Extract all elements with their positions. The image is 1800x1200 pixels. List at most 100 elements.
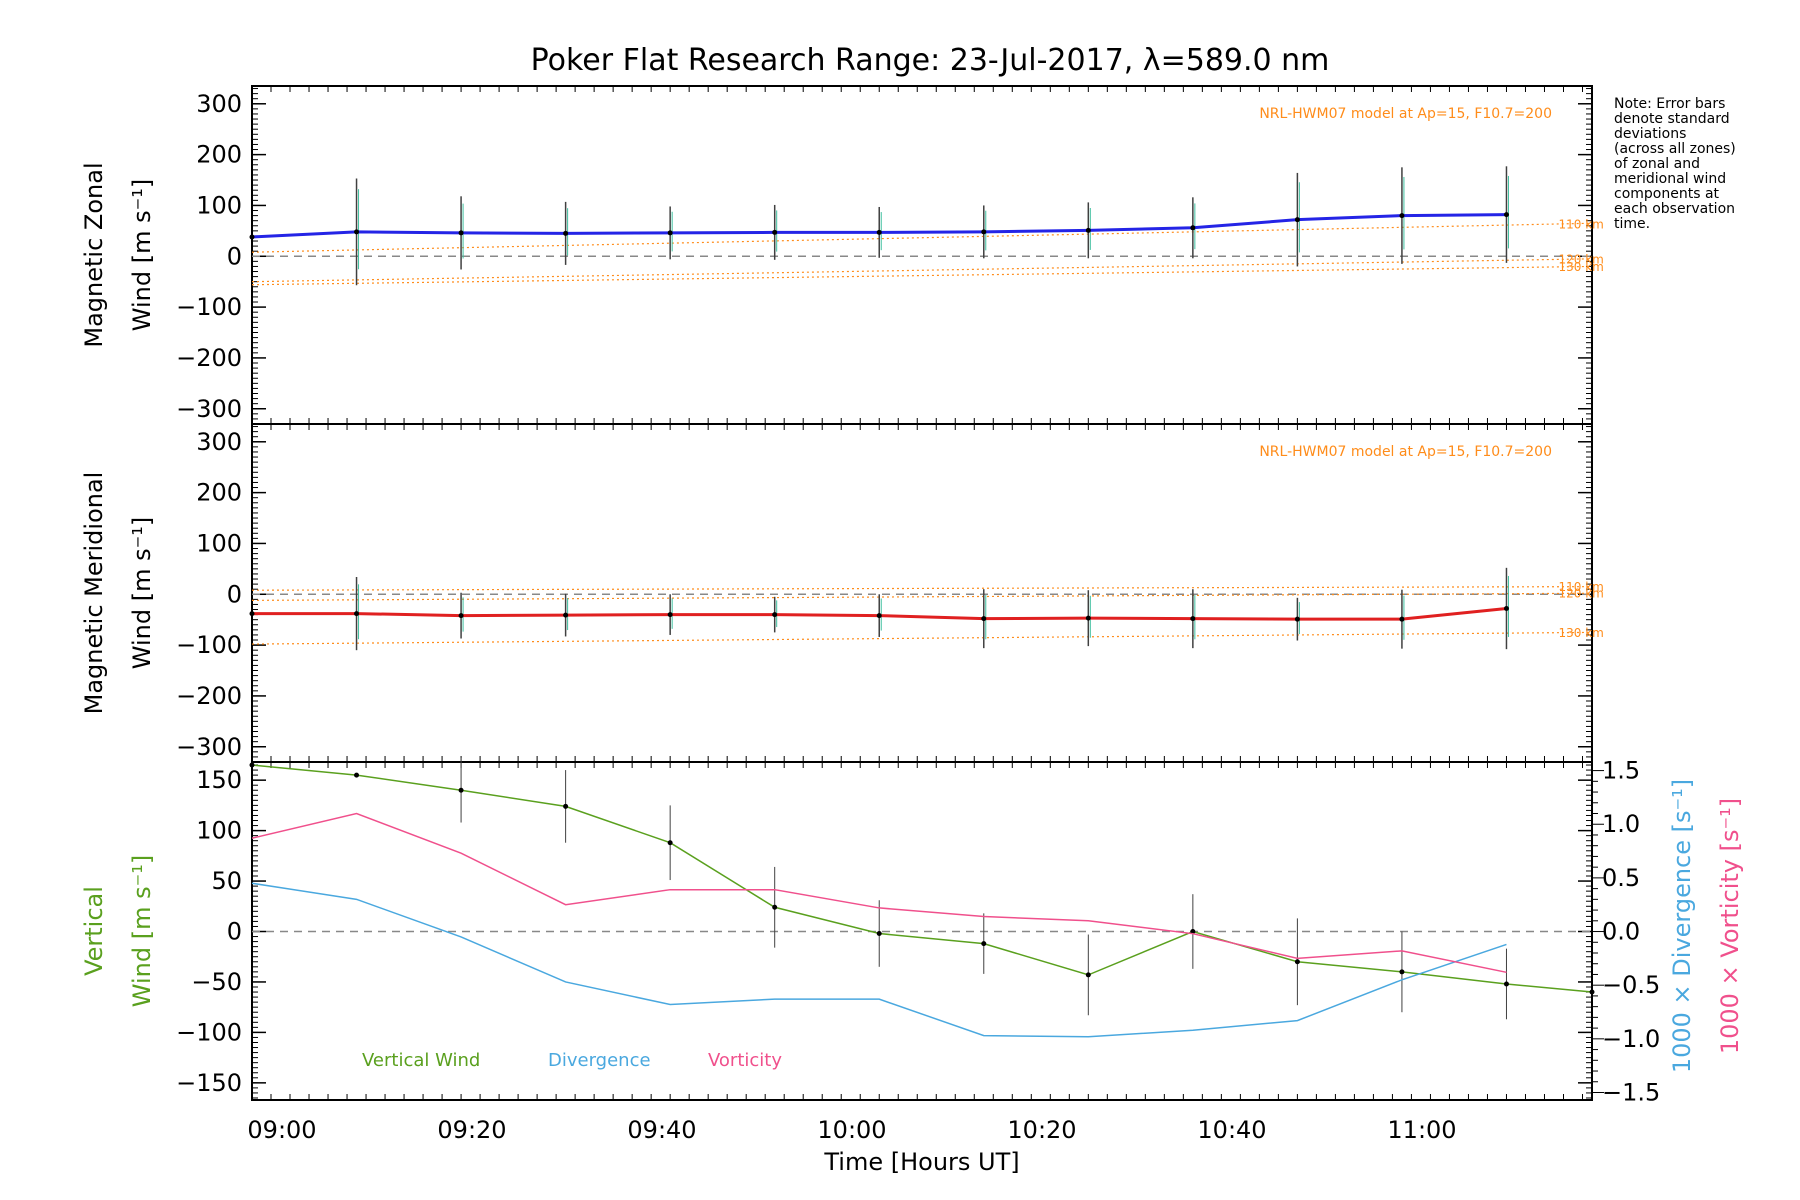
zonal-model-note: NRL-HWM07 model at Ap=15, F10.7=200 — [1259, 106, 1552, 122]
data-point — [1399, 213, 1405, 219]
data-point — [1399, 616, 1405, 622]
y-tick-label: 50 — [211, 867, 242, 895]
model-line — [251, 631, 1593, 645]
x-tick-label: 11:00 — [1387, 1116, 1456, 1144]
model-line-label: 130 km — [1558, 626, 1603, 640]
model-line-label: 130 km — [1558, 260, 1603, 274]
y-tick-label: −50 — [191, 968, 242, 996]
note-line: time. — [1614, 216, 1650, 232]
model-line-label: 110 km — [1558, 217, 1603, 231]
y2-tick-label: −1.0 — [1602, 1025, 1660, 1053]
x-tick-label: 09:40 — [627, 1116, 696, 1144]
y-tick-label: −100 — [176, 631, 242, 659]
data-point — [1399, 969, 1405, 975]
zonal-y-label-bottom: Wind [m s⁻¹] — [128, 179, 156, 331]
note-line: (across all zones) — [1614, 141, 1736, 157]
data-point — [1503, 606, 1509, 612]
series-line — [251, 764, 1593, 993]
y-tick-label: 100 — [196, 529, 242, 557]
error-bar-note: Note: Error bars denote standard deviati… — [1614, 96, 1736, 232]
data-point — [458, 613, 464, 619]
data-point — [1294, 616, 1300, 622]
model-line — [251, 265, 1593, 286]
legend-divergence: Divergence — [548, 1050, 651, 1071]
y-tick-label: 100 — [196, 817, 242, 845]
data-point — [876, 613, 882, 619]
data-point — [458, 230, 464, 236]
x-tick-label: 09:00 — [247, 1116, 316, 1144]
zonal-y-label-top: Magnetic Zonal — [80, 162, 108, 347]
data-point — [563, 612, 569, 618]
data-point — [876, 229, 882, 235]
y-tick-label: −200 — [176, 344, 242, 372]
x-axis: 09:00 09:20 09:40 10:00 10:20 10:40 11:0… — [247, 1116, 1456, 1176]
y-tick-label: 200 — [196, 141, 242, 169]
data-point — [354, 229, 360, 235]
model-line-label: 120 km — [1558, 253, 1603, 267]
note-line: denote standard — [1614, 111, 1730, 127]
meridional-y-label-top: Magnetic Meridional — [80, 472, 108, 715]
y2-tick-label: −1.5 — [1602, 1078, 1660, 1106]
data-point — [1589, 989, 1595, 995]
meridional-wind-panel: Magnetic Meridional Wind [m s⁻¹] NRL-HWM… — [80, 423, 1593, 763]
x-tick-label: 10:40 — [1197, 1116, 1266, 1144]
data-point — [772, 612, 778, 618]
y-tick-label: 300 — [196, 428, 242, 456]
data-point — [563, 230, 569, 236]
data-point — [354, 611, 360, 617]
data-point — [1294, 217, 1300, 223]
note-line: deviations — [1614, 126, 1686, 142]
model-line-label: 110 km — [1558, 580, 1603, 594]
data-point — [1085, 227, 1091, 233]
y-tick-label: 0 — [227, 580, 242, 608]
data-point — [1085, 972, 1091, 978]
vertical-y-label-top: Vertical — [80, 886, 108, 976]
data-point — [1190, 225, 1196, 231]
note-line: Note: Error bars — [1614, 96, 1725, 112]
x-tick-label: 10:00 — [817, 1116, 886, 1144]
vorticity-axis-label: 1000 × Vorticity [s⁻¹] — [1716, 798, 1744, 1054]
y2-tick-label: 0.5 — [1602, 864, 1640, 892]
data-point — [249, 611, 255, 617]
y-tick-label: 200 — [196, 479, 242, 507]
data-point — [772, 229, 778, 235]
legend-vertical-wind: Vertical Wind — [362, 1050, 480, 1071]
y2-tick-label: 1.0 — [1602, 810, 1640, 838]
vertical-y-label-bottom: Wind [m s⁻¹] — [128, 855, 156, 1007]
meridional-model-note: NRL-HWM07 model at Ap=15, F10.7=200 — [1259, 444, 1552, 460]
x-axis-label: Time [Hours UT] — [823, 1148, 1019, 1176]
y-tick-label: 0 — [227, 242, 242, 270]
note-line: meridional wind — [1614, 171, 1726, 187]
data-point — [563, 803, 569, 809]
data-point — [981, 616, 987, 622]
divergence-axis-label: 1000 × Divergence [s⁻¹] — [1668, 779, 1696, 1073]
note-line: of zonal and — [1614, 156, 1700, 172]
meridional-y-label-bottom: Wind [m s⁻¹] — [128, 517, 156, 669]
y-tick-label: −300 — [176, 733, 242, 761]
y-tick-label: 100 — [196, 191, 242, 219]
y-tick-label: −100 — [176, 1018, 242, 1046]
data-point — [249, 762, 255, 768]
data-point — [1190, 616, 1196, 622]
y-tick-label: 0 — [227, 918, 242, 946]
data-point — [981, 941, 987, 947]
series-line — [251, 812, 1507, 974]
data-point — [249, 234, 255, 240]
y-tick-label: 300 — [196, 90, 242, 118]
y-tick-label: −300 — [176, 395, 242, 423]
y-tick-label: −100 — [176, 293, 242, 321]
y2-tick-label: 1.5 — [1602, 757, 1640, 785]
data-point — [1503, 212, 1509, 218]
series-line — [251, 882, 1507, 1038]
y2-tick-label: 0.0 — [1602, 918, 1640, 946]
data-point — [458, 787, 464, 793]
data-point — [667, 840, 673, 846]
figure-title: Poker Flat Research Range: 23-Jul-2017, … — [531, 43, 1330, 78]
y2-tick-label: −0.5 — [1602, 971, 1660, 999]
y-tick-label: −150 — [176, 1069, 242, 1097]
data-point — [667, 612, 673, 618]
data-point — [667, 230, 673, 236]
legend-vorticity: Vorticity — [708, 1050, 782, 1071]
